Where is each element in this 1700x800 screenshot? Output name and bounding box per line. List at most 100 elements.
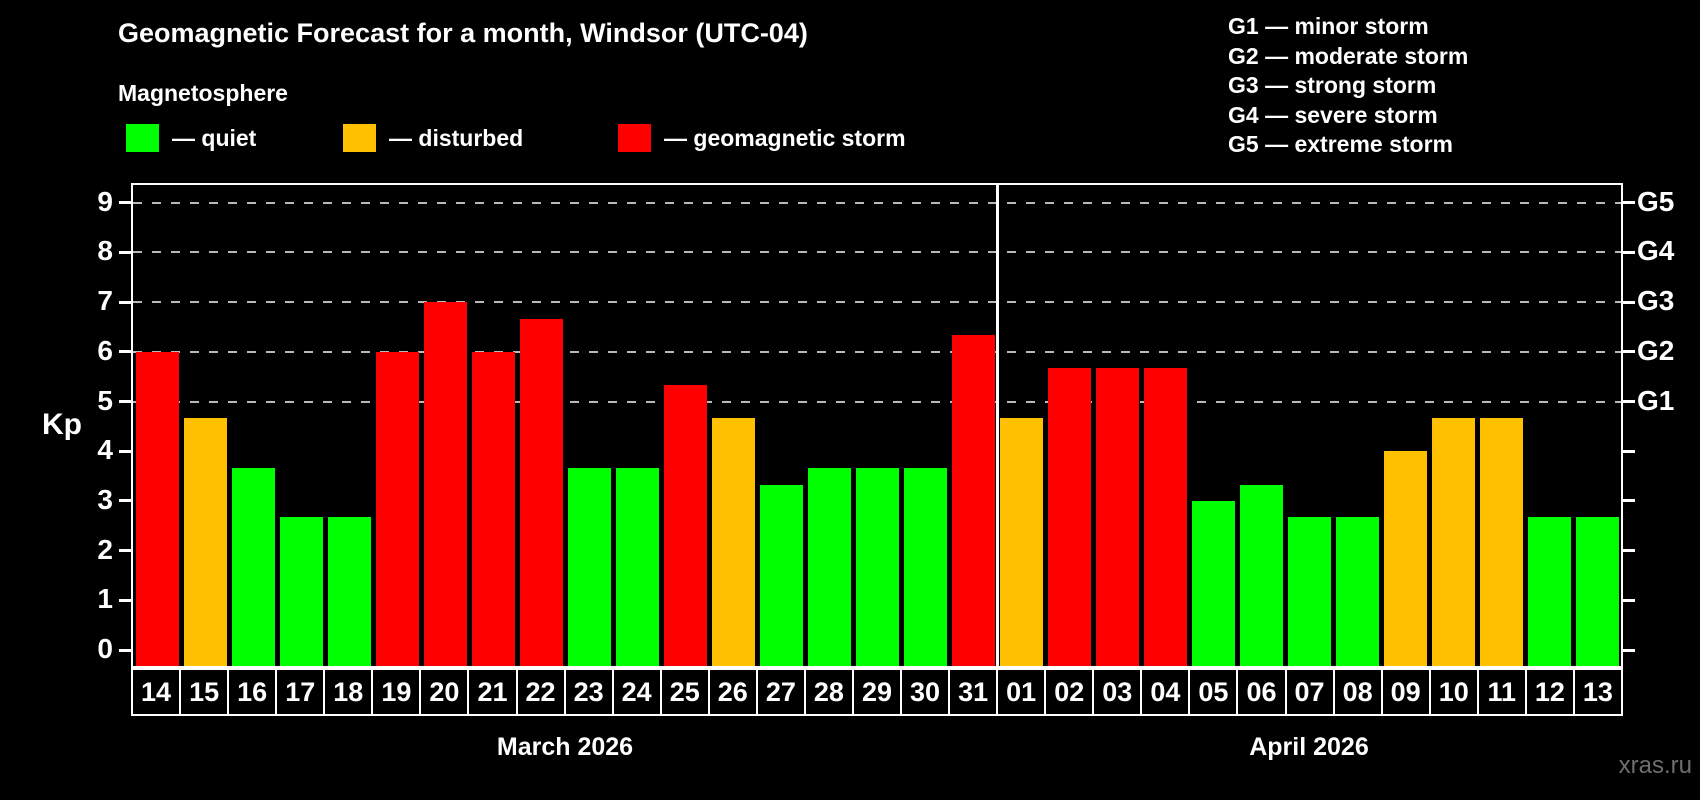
legend-item-disturbed: — disturbed (343, 124, 523, 152)
date-cell-25: 25 (659, 670, 708, 714)
magnetosphere-subtitle: Magnetosphere (118, 80, 288, 106)
kp-bar-day-14 (135, 351, 179, 666)
legend-item-label: — quiet (172, 124, 257, 151)
g-scale-legend-line: G1 — minor storm (1228, 13, 1429, 39)
disturbed-color-swatch (343, 124, 376, 152)
g-axis-label-G5: G5 (1637, 185, 1675, 217)
y-tick-label-7: 7 (97, 285, 113, 317)
date-cell-06: 06 (1236, 670, 1284, 714)
y-axis-tick-left-5 (119, 400, 131, 403)
kp-bar-day-30 (903, 467, 947, 666)
kp-bar-day-26 (711, 417, 755, 666)
kp-bar-day-22 (519, 318, 563, 666)
kp-bar-day-17 (279, 517, 323, 666)
g-axis-label-G4: G4 (1637, 235, 1675, 267)
y-tick-label-6: 6 (97, 334, 113, 366)
y-tick-label-5: 5 (97, 384, 113, 416)
y-axis-tick-left-1 (119, 598, 131, 602)
kp-bar-day-29 (855, 467, 899, 666)
kp-bar-day-10 (1431, 417, 1475, 666)
date-cell-04: 04 (1140, 670, 1188, 714)
kp-bar-day-05 (1191, 500, 1235, 666)
kp-bar-day-27 (759, 484, 803, 666)
y-tick-label-1: 1 (97, 583, 113, 615)
kp-bar-day-16 (231, 467, 275, 666)
y-axis-tick-right-3 (1623, 499, 1635, 503)
kp-bar-day-13 (1575, 517, 1619, 666)
legend-item-storm: — geomagnetic storm (618, 124, 906, 152)
y-axis-tick-left-7 (119, 300, 131, 304)
date-cell-02: 02 (1044, 670, 1092, 714)
date-cell-11: 11 (1476, 670, 1525, 714)
month-separator-line (995, 185, 999, 666)
date-cell-05: 05 (1188, 670, 1236, 714)
date-cell-19: 19 (371, 670, 419, 714)
date-cell-16: 16 (227, 670, 275, 714)
y-axis-tick-left-9 (119, 201, 131, 205)
g-scale-legend: G1 — minor storm G2 — moderate storm G3 … (1228, 12, 1468, 160)
kp-bar-day-08 (1335, 517, 1379, 666)
y-tick-label-4: 4 (97, 434, 113, 466)
date-cell-12: 12 (1524, 670, 1573, 714)
y-axis-tick-left-2 (119, 549, 131, 553)
kp-bar-day-09 (1383, 451, 1427, 666)
date-cell-20: 20 (419, 670, 467, 714)
legend-item-label: — geomagnetic storm (664, 124, 906, 151)
month-label-1: April 2026 (1249, 733, 1369, 761)
date-cell-28: 28 (803, 670, 852, 714)
month-label-0: March 2026 (496, 733, 634, 761)
kp-bar-day-18 (327, 517, 371, 666)
y-axis-tick-right-6 (1623, 350, 1635, 354)
kp-bar-day-20 (423, 302, 467, 666)
gridline-kp7 (133, 301, 1621, 304)
g-axis-label-G1: G1 (1637, 384, 1675, 416)
y-tick-label-3: 3 (97, 483, 113, 515)
y-tick-label-8: 8 (97, 235, 113, 267)
y-axis-tick-right-2 (1623, 549, 1635, 553)
kp-bar-day-19 (375, 351, 419, 666)
kp-bar-day-01 (999, 417, 1043, 666)
g-scale-legend-line: G5 — extreme storm (1228, 131, 1453, 157)
date-cell-07: 07 (1284, 670, 1333, 714)
storm-color-swatch (618, 124, 651, 152)
y-axis-tick-right-1 (1623, 598, 1635, 602)
g-scale-legend-line: G2 — moderate storm (1228, 42, 1469, 69)
date-cell-01: 01 (996, 670, 1044, 714)
date-cell-14: 14 (141, 676, 172, 707)
kp-bar-day-23 (567, 467, 611, 666)
gridline-kp9 (133, 201, 1621, 204)
y-tick-label-2: 2 (97, 533, 113, 565)
y-axis-tick-right-7 (1623, 300, 1635, 304)
kp-bar-day-28 (807, 467, 851, 666)
quiet-color-swatch (126, 124, 159, 152)
kp-bar-day-06 (1239, 484, 1283, 666)
kp-bar-day-31 (951, 335, 995, 666)
legend-item-label: — disturbed (389, 124, 524, 151)
gridline-kp5 (133, 400, 1621, 403)
y-axis-tick-left-8 (119, 250, 131, 254)
y-axis-tick-left-0 (119, 648, 131, 652)
page-title: Geomagnetic Forecast for a month, Windso… (118, 18, 808, 48)
y-tick-label-9: 9 (97, 185, 113, 217)
gridline-kp8 (133, 251, 1621, 254)
date-cell-03: 03 (1092, 670, 1140, 714)
kp-bar-day-03 (1095, 368, 1139, 666)
kp-bar-day-04 (1143, 368, 1187, 666)
date-cell-29: 29 (851, 670, 900, 714)
g-scale-legend-line: G4 — severe storm (1228, 101, 1438, 128)
y-axis-tick-right-5 (1623, 400, 1635, 403)
kp-bar-day-07 (1287, 517, 1331, 666)
date-cell-18: 18 (323, 670, 371, 714)
watermark: xras.ru (1618, 752, 1692, 779)
kp-bar-day-12 (1527, 517, 1571, 666)
date-cell-21: 21 (467, 670, 515, 714)
date-cell-08: 08 (1332, 670, 1381, 714)
date-cell-30: 30 (900, 670, 948, 714)
date-cell-15: 15 (179, 670, 227, 714)
date-cell-10: 10 (1428, 670, 1477, 714)
date-cell-23: 23 (563, 670, 612, 714)
legend-item-quiet: — quiet (126, 124, 256, 152)
date-cell-09: 09 (1380, 670, 1429, 714)
y-axis-tick-right-4 (1623, 449, 1635, 453)
